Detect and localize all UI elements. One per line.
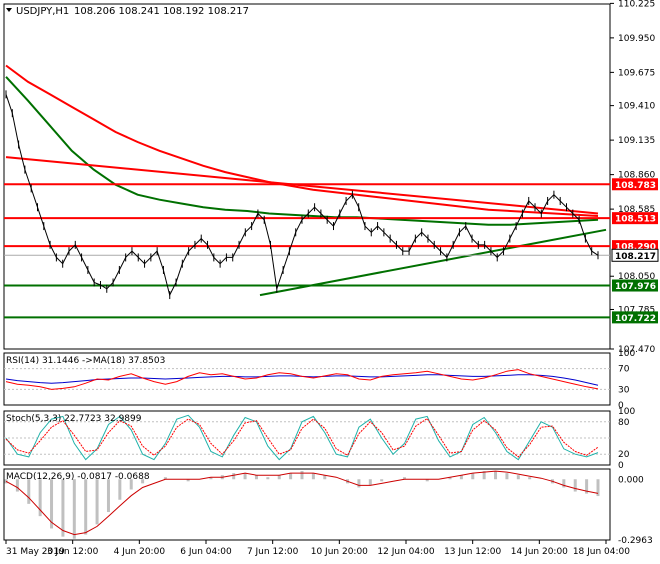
time-tick-label: 18 Jun 04:00 [573, 547, 630, 557]
price-panel [4, 64, 610, 319]
time-tick-label: 7 Jun 12:00 [247, 547, 299, 557]
price-tick-label: 109.950 [618, 34, 655, 44]
chart-menu-triangle-icon[interactable] [6, 8, 12, 12]
price-tick-label: 109.410 [618, 102, 655, 112]
level-label-box [612, 212, 658, 225]
stoch-tick-label: 100 [618, 407, 635, 417]
price-series-line [5, 94, 599, 297]
price-tick-label: 109.675 [618, 68, 655, 78]
time-tick-label: 3 Jun 12:00 [47, 547, 99, 557]
rsi-tick-label: 30 [618, 385, 630, 395]
panel-frames [3, 3, 611, 541]
stoch-main-line [5, 414, 599, 461]
time-tick-label: 4 Jun 20:00 [114, 547, 166, 557]
time-tick-label: 14 Jun 20:00 [511, 547, 568, 557]
rsi-panel [5, 369, 599, 390]
level-label-box [612, 279, 658, 292]
price-tick-label: 108.585 [618, 205, 655, 215]
time-tick-label: 12 Jun 04:00 [377, 547, 434, 557]
current-price-box [611, 248, 659, 262]
rsi-frame [3, 352, 611, 406]
rsi-line [5, 369, 599, 390]
macd-frame [3, 468, 611, 541]
price-frame [3, 3, 611, 350]
level-label: 108.783 [615, 181, 656, 191]
stoch-tick-label: 80 [618, 418, 630, 428]
time-tick-label: 6 Jun 04:00 [180, 547, 232, 557]
stoch-tick-label: 20 [618, 450, 630, 460]
rsi-tick-label: 0 [618, 401, 624, 411]
current-price-label: 108.217 [615, 252, 656, 262]
ohlc-label: 108.206 108.241 108.192 108.217 [74, 6, 249, 17]
level-label: 107.976 [615, 282, 656, 292]
green-trend-line [259, 228, 607, 297]
level-label: 107.722 [615, 314, 656, 324]
green-moving-average-line [5, 76, 599, 226]
level-label-box [612, 178, 658, 191]
level-label-box [612, 311, 658, 324]
time-tick-label: 31 May 2019 [6, 547, 65, 557]
symbol-label: USDJPY,H1 [16, 6, 69, 17]
price-tick-label: 110.225 [618, 0, 655, 9]
price-tick-label: 107.785 [618, 305, 655, 315]
level-label: 108.513 [615, 215, 656, 225]
macd-panel [4, 470, 600, 539]
price-tick-label: 107.470 [618, 345, 655, 355]
axes: 110.225 109.950 109.675 109.410 109.135 108.8… [5, 0, 659, 557]
time-tick-label: 10 Jun 20:00 [311, 547, 368, 557]
red-trend-line [5, 156, 599, 215]
price-tick-label: 109.135 [618, 136, 655, 146]
macd-signal-line [5, 470, 599, 536]
stoch-tick-label: 0 [618, 461, 624, 471]
price-tick-label: 108.860 [618, 171, 655, 181]
time-tick-label: 13 Jun 12:00 [444, 547, 501, 557]
stoch-panel [5, 414, 599, 461]
price-tick-label: 108.050 [618, 272, 655, 282]
rsi-panel-label: RSI(14) 31.1446 ->MA(18) 37.8503 [6, 356, 165, 366]
stoch-signal-line [5, 417, 599, 458]
macd-panel-label: MACD(12,26,9) -0.0817 -0.0688 [6, 472, 150, 482]
macd-tick-label: -0.2963 [618, 536, 653, 546]
macd-tick-label: 0.000 [618, 475, 644, 485]
stoch-panel-label: Stoch(5,3,3) 22.7723 32.9899 [6, 414, 142, 424]
rsi-tick-label: 100 [618, 349, 635, 359]
red-moving-average-line [5, 64, 599, 217]
rsi-tick-label: 70 [618, 365, 630, 375]
level-label: 108.290 [615, 243, 656, 253]
